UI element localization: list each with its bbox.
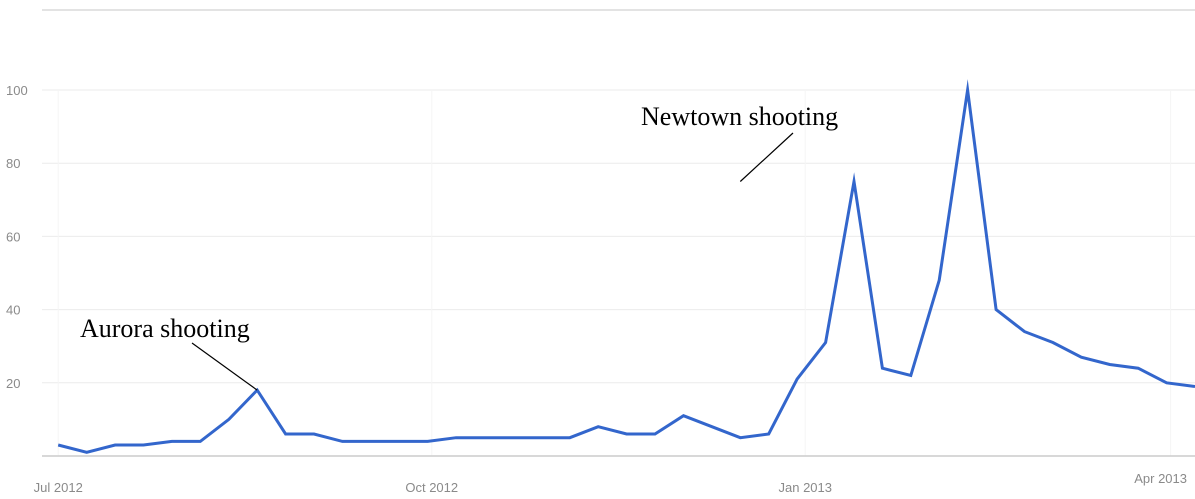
data-point [228, 419, 229, 420]
data-point [512, 437, 513, 438]
gridlines [42, 89, 1195, 384]
data-point [569, 437, 570, 438]
data-point [655, 434, 656, 435]
y-tick-label: 40 [6, 303, 20, 318]
annotation-label: Aurora shooting [80, 314, 250, 343]
data-point [910, 375, 911, 376]
data-point [683, 415, 684, 416]
x-axis-ticks: Jul 2012 Oct 2012 Jan 2013 Apr 2013 [34, 471, 1187, 495]
data-point [1081, 357, 1082, 358]
data-point [768, 434, 769, 435]
annotation-leader-line [739, 132, 794, 182]
y-tick-label: 60 [6, 229, 20, 244]
data-point [86, 452, 87, 453]
data-point [399, 441, 400, 442]
series-layer [57, 79, 1195, 454]
data-point [598, 426, 599, 427]
data-point [1138, 368, 1139, 369]
data-points [58, 90, 1195, 453]
data-point [626, 434, 627, 435]
data-point [853, 181, 854, 182]
data-point [541, 437, 542, 438]
data-point [115, 445, 116, 446]
data-point [1166, 382, 1167, 383]
data-point [1052, 342, 1053, 343]
data-point [484, 437, 485, 438]
data-point [370, 441, 371, 442]
y-axis-ticks: 20 40 60 80 100 [6, 83, 28, 391]
data-point [1109, 364, 1110, 365]
annotation-label: Newtown shooting [641, 102, 838, 131]
data-point [711, 426, 712, 427]
data-point [456, 437, 457, 438]
data-point [58, 445, 59, 446]
data-point [314, 434, 315, 435]
data-point [1024, 331, 1025, 332]
data-point [996, 309, 997, 310]
x-tick-label: Jan 2013 [779, 480, 833, 495]
data-point [967, 90, 968, 91]
data-point [740, 437, 741, 438]
y-tick-label: 100 [6, 83, 28, 98]
x-tick-label: Oct 2012 [405, 480, 458, 495]
y-tick-label: 80 [6, 156, 20, 171]
y-tick-label: 20 [6, 376, 20, 391]
data-point [825, 342, 826, 343]
data-point [939, 280, 940, 281]
x-tick-label: Apr 2013 [1134, 471, 1187, 486]
data-point [171, 441, 172, 442]
data-point [200, 441, 201, 442]
series-line [57, 79, 1195, 454]
data-point [882, 368, 883, 369]
data-point [342, 441, 343, 442]
data-point [285, 434, 286, 435]
data-point [427, 441, 428, 442]
vertical-gridlines [57, 90, 1172, 456]
data-point [797, 379, 798, 380]
x-tick-label: Jul 2012 [34, 480, 83, 495]
annotations: Aurora shooting Newtown shooting [80, 102, 838, 391]
annotation-leader-line [191, 342, 258, 391]
data-point [143, 445, 144, 446]
